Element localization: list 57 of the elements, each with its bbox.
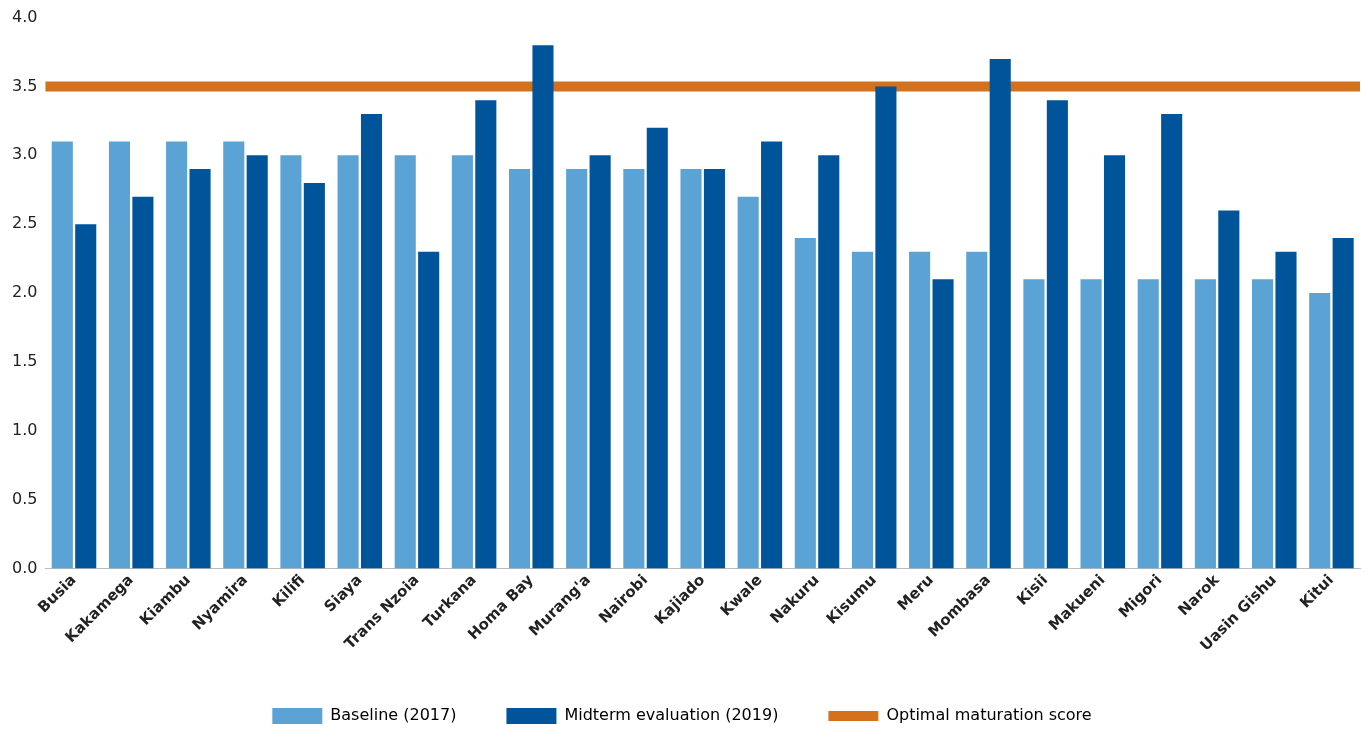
bar (680, 169, 702, 569)
bar (1161, 114, 1183, 569)
bar (418, 251, 440, 569)
y-tick-label: 0.5 (11, 488, 38, 508)
bar (851, 251, 874, 569)
bar (394, 155, 416, 569)
bar (932, 279, 954, 569)
bar (818, 155, 840, 569)
y-tick-label: 4.0 (11, 6, 38, 26)
bar (246, 155, 268, 569)
bar (1309, 293, 1331, 569)
y-tick-label: 1.0 (11, 419, 38, 439)
bar (166, 141, 188, 569)
bar (280, 155, 302, 569)
bar (875, 86, 897, 569)
bar (1103, 155, 1126, 569)
bar (223, 141, 245, 569)
bar (132, 196, 154, 569)
bar (1218, 210, 1240, 569)
y-tick-label: 3.5 (11, 75, 38, 95)
bar (337, 155, 359, 569)
bar (532, 45, 554, 569)
bar (566, 169, 588, 569)
legend-label: Midterm evaluation (2019) (564, 705, 779, 725)
y-tick-label: 2.0 (11, 282, 38, 302)
bar (1252, 279, 1274, 569)
bar (189, 169, 211, 569)
bar (966, 251, 988, 569)
y-tick-label: 3.0 (11, 144, 38, 164)
bar (703, 169, 725, 569)
bar (51, 141, 73, 569)
y-tick-label: 1.5 (11, 351, 38, 371)
bar (1023, 279, 1045, 569)
bar (737, 196, 759, 569)
bar (794, 237, 816, 569)
bar (1194, 279, 1216, 569)
y-tick-label: 2.5 (11, 213, 38, 233)
bar (509, 169, 531, 569)
bar (1080, 279, 1102, 569)
bar (989, 58, 1011, 569)
bar (360, 114, 383, 569)
bar (761, 141, 783, 569)
legend-label: Optimal maturation score (886, 705, 1092, 725)
bar (451, 155, 473, 569)
y-tick-label: 0.0 (11, 557, 38, 577)
bar (646, 127, 668, 569)
legend-label: Baseline (2017) (330, 705, 457, 725)
bar (303, 182, 325, 569)
bar (623, 169, 645, 569)
bar (108, 141, 131, 569)
bar (589, 155, 611, 569)
bar (75, 224, 97, 569)
bar (1332, 237, 1354, 569)
bar (1046, 100, 1068, 569)
bar (1137, 279, 1159, 569)
bar (475, 100, 497, 569)
bar (909, 251, 931, 569)
